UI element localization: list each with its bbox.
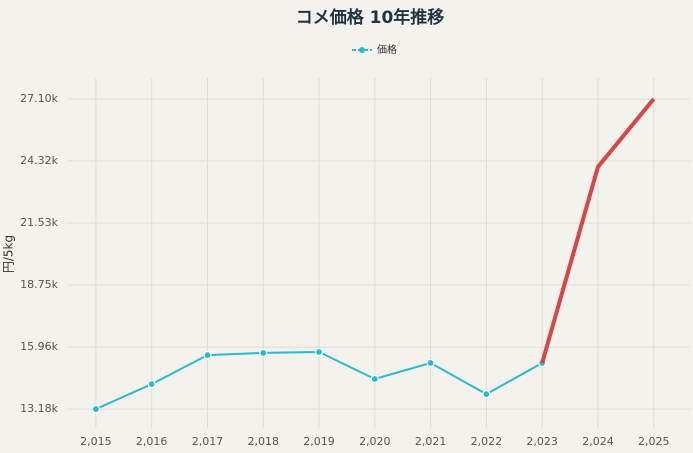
- x-tick-label: 2,015: [80, 435, 112, 448]
- point: [370, 374, 379, 384]
- x-tick-label: 2,025: [638, 435, 670, 448]
- point: [482, 390, 491, 399]
- chart-title: コメ価格 10年推移: [296, 7, 445, 28]
- y-tick-label: 15.96k: [20, 340, 58, 353]
- x-tick-label: 2,023: [526, 435, 558, 448]
- x-tick-label: 2,019: [303, 435, 335, 448]
- x-tick-label: 2,021: [415, 435, 447, 448]
- legend-label: 価格: [377, 43, 397, 56]
- x-tick-label: 2,024: [582, 435, 614, 448]
- y-tick-label: 13.18k: [20, 402, 58, 415]
- y-tick-label: 24.32k: [20, 154, 58, 167]
- point: [314, 347, 324, 357]
- legend-marker: [359, 47, 365, 53]
- x-tick-label: 2,017: [192, 435, 224, 448]
- y-tick-label: 18.75k: [20, 278, 58, 291]
- y-tick-label: 27.10k: [20, 92, 58, 105]
- point: [91, 404, 100, 414]
- point: [259, 348, 268, 358]
- series-line: [540, 97, 656, 364]
- y-axis-label: 円/5kg: [2, 235, 16, 273]
- x-tick-label: 2,018: [247, 435, 279, 448]
- x-tick-label: 2,022: [471, 435, 503, 448]
- y-tick-label: 21.53k: [20, 216, 58, 229]
- x-tick-label: 2,016: [136, 435, 168, 448]
- point: [203, 351, 212, 360]
- point: [147, 380, 156, 389]
- x-tick-label: 2,020: [359, 435, 391, 448]
- point: [426, 358, 435, 368]
